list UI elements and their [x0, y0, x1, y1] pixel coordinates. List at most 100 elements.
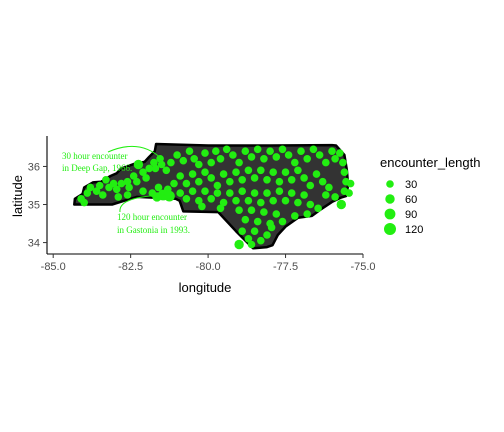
data-point-131 — [314, 204, 322, 213]
data-point-57 — [207, 174, 215, 182]
data-point-15 — [162, 166, 171, 175]
data-point-67 — [269, 168, 278, 176]
data-point-133 — [291, 212, 299, 220]
data-point-135 — [322, 191, 330, 199]
data-point-87 — [226, 189, 234, 197]
data-point-8 — [139, 168, 147, 176]
annotation-gastonia-line-2: in Gastonia in 1993. — [117, 225, 190, 235]
data-point-128 — [114, 193, 123, 201]
data-point-5 — [125, 183, 133, 192]
legend-key-120 — [384, 223, 396, 235]
data-point-117 — [92, 187, 101, 195]
data-point-64 — [250, 174, 259, 182]
data-point-56 — [201, 168, 209, 176]
x-axis-ticks: -85.0 -82.5 -80.0 -77.5 -75.0 — [41, 254, 376, 273]
legend: encounter_length 30 60 90 120 — [380, 155, 480, 236]
x-tick-label: -85.0 — [41, 261, 66, 273]
data-point-58 — [213, 181, 222, 190]
data-point-97 — [287, 189, 296, 197]
data-point-81 — [188, 187, 197, 195]
data-point-41 — [315, 151, 324, 159]
data-point-139 — [133, 159, 144, 170]
data-point-141 — [336, 199, 347, 210]
data-point-98 — [294, 198, 302, 207]
data-point-86 — [219, 198, 228, 207]
data-point-90 — [244, 196, 253, 205]
data-point-36 — [284, 151, 293, 159]
annotation-arrow-gastonia — [119, 194, 168, 213]
data-point-93 — [263, 189, 271, 197]
data-point-6 — [129, 172, 138, 180]
data-point-55 — [195, 177, 203, 186]
data-point-46 — [339, 158, 347, 167]
data-point-122 — [102, 176, 110, 184]
data-point-45 — [336, 149, 344, 157]
data-point-74 — [312, 170, 321, 178]
data-point-50 — [345, 189, 353, 197]
data-point-32 — [260, 155, 268, 163]
data-point-62 — [238, 176, 246, 184]
data-point-95 — [275, 187, 284, 195]
data-point-10 — [145, 164, 153, 173]
y-axis-title: latitude — [10, 175, 25, 217]
data-point-109 — [238, 227, 246, 235]
data-point-80 — [182, 195, 191, 203]
data-point-84 — [207, 195, 215, 203]
data-point-53 — [182, 179, 191, 188]
data-point-51 — [346, 179, 355, 188]
data-point-91 — [250, 189, 259, 197]
annotations: 30 hour encounter in Deep Gap, 1966. 120… — [62, 145, 190, 235]
data-point-9 — [142, 174, 150, 182]
legend-label-60: 60 — [405, 194, 417, 206]
data-point-66 — [263, 176, 271, 184]
data-point-31 — [253, 145, 262, 154]
data-point-26 — [222, 145, 231, 154]
data-point-111 — [250, 227, 259, 235]
data-point-35 — [278, 145, 287, 154]
data-point-101 — [235, 206, 243, 214]
data-point-78 — [170, 179, 178, 188]
data-point-113 — [263, 231, 271, 239]
data-point-3 — [117, 179, 126, 188]
data-point-60 — [226, 177, 234, 186]
data-point-92 — [257, 198, 265, 207]
data-point-38 — [297, 147, 305, 155]
data-point-40 — [309, 145, 318, 154]
data-point-27 — [229, 151, 237, 159]
data-point-7 — [133, 177, 141, 186]
data-point-52 — [176, 172, 184, 180]
data-point-25 — [216, 155, 225, 163]
data-point-85 — [213, 189, 222, 197]
data-point-120 — [86, 183, 95, 192]
data-point-14 — [157, 160, 166, 169]
data-point-115 — [247, 240, 256, 249]
data-point-110 — [244, 235, 253, 243]
data-point-16 — [167, 158, 175, 167]
data-point-65 — [257, 166, 265, 175]
data-point-17 — [173, 151, 181, 159]
data-point-22 — [201, 149, 209, 157]
data-point-123 — [80, 198, 88, 207]
data-point-88 — [232, 196, 240, 205]
x-tick-label: -77.5 — [273, 261, 298, 273]
data-point-47 — [340, 168, 349, 176]
data-point-68 — [275, 177, 284, 186]
legend-key-60 — [385, 194, 395, 204]
data-point-108 — [278, 217, 287, 226]
data-point-71 — [294, 166, 302, 175]
data-point-12 — [151, 164, 160, 173]
data-point-125 — [154, 183, 163, 192]
data-point-34 — [272, 153, 281, 161]
data-point-72 — [300, 174, 308, 182]
legend-key-30 — [386, 180, 394, 188]
data-point-100 — [306, 200, 315, 209]
data-point-33 — [266, 147, 274, 155]
legend-label-90: 90 — [405, 209, 417, 221]
data-point-70 — [287, 176, 296, 184]
data-point-37 — [291, 158, 299, 167]
data-point-29 — [241, 147, 250, 155]
scatter-points — [77, 145, 355, 250]
data-point-137 — [163, 190, 175, 202]
data-point-114 — [267, 223, 276, 232]
data-point-89 — [238, 187, 246, 195]
